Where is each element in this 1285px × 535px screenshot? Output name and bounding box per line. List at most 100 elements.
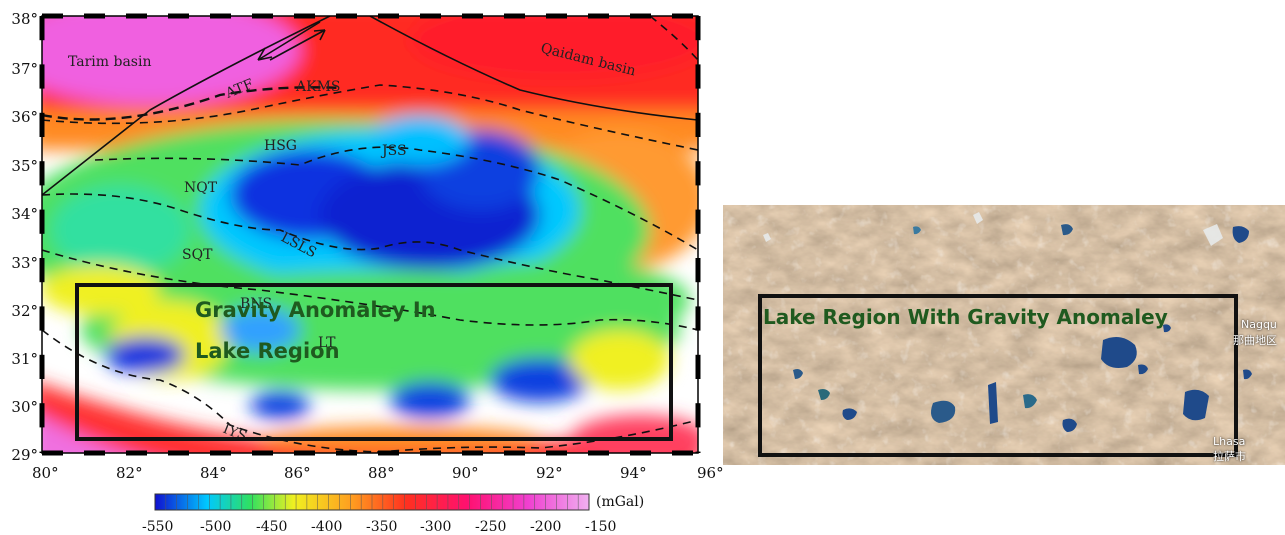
colorbar-tick: -350 <box>366 519 398 535</box>
frame-checker <box>39 403 45 428</box>
lat-label: 30° <box>11 398 38 416</box>
colorbar-tick: -400 <box>311 519 343 535</box>
map-frame <box>39 13 701 456</box>
frame-checker <box>39 451 45 453</box>
lat-label: 37° <box>11 60 38 78</box>
qaidam-boundary-line <box>369 16 698 121</box>
frame-checker <box>462 450 483 456</box>
lake <box>1183 389 1209 421</box>
frame-checker <box>210 450 231 456</box>
iys-suture-line <box>42 329 698 453</box>
lake-region-box <box>75 283 673 441</box>
frame-checker <box>252 450 273 456</box>
lake <box>793 369 803 379</box>
lon-label: 80° <box>32 464 59 482</box>
colorbar <box>154 493 590 511</box>
frame-checker <box>695 403 701 428</box>
lhasa-cn-label: 拉萨市 <box>1213 450 1246 463</box>
lake <box>842 408 857 420</box>
akms-suture-line <box>42 84 698 151</box>
lon-label: 82° <box>116 464 143 482</box>
lon-label: 94° <box>620 464 647 482</box>
frame-checker <box>695 209 701 234</box>
nqt-label: NQT <box>184 180 218 196</box>
hsg-label: HSG <box>264 138 297 154</box>
colorbar-tick: -250 <box>475 519 507 535</box>
frame-checker <box>695 451 701 453</box>
frame-checker <box>695 258 701 283</box>
gravity-anomaly-map-panel: 38° 37° 36° 35° 34° 33° 32° 31° 30° 29° … <box>11 10 723 535</box>
lakes <box>793 224 1252 432</box>
colorbar-tick: -300 <box>420 519 452 535</box>
frame-checker <box>39 112 45 137</box>
lake-region-box <box>758 294 1238 457</box>
frame-checker <box>168 13 189 19</box>
colorbar-tick: -450 <box>256 519 288 535</box>
frame-checker <box>252 13 273 19</box>
lat-label: 35° <box>11 157 38 175</box>
lake <box>1101 336 1137 368</box>
frame-checker <box>126 450 147 456</box>
frame-checker <box>504 13 525 19</box>
frame-checker <box>630 450 651 456</box>
atf-arrow-right <box>269 29 326 61</box>
sqt-label: SQT <box>182 247 213 263</box>
tectonic-boundaries <box>42 16 698 453</box>
tarim-basin-label: Tarim basin <box>68 54 151 70</box>
lon-label: 90° <box>452 464 479 482</box>
frame-checker <box>39 16 45 41</box>
akms-label: AKMS <box>295 79 341 95</box>
lt-label: LT <box>318 335 336 351</box>
lon-label: 96° <box>697 464 724 482</box>
lake <box>1163 324 1171 333</box>
colorbar-tick: -150 <box>585 519 617 535</box>
frame-checker <box>210 13 231 19</box>
frame-checker <box>695 354 701 379</box>
lon-label: 84° <box>200 464 227 482</box>
frame-checker <box>504 450 525 456</box>
jss-label: JSS <box>380 143 407 159</box>
frame-checker <box>39 258 45 283</box>
frame-checker <box>42 450 63 456</box>
lat-label: 31° <box>11 350 38 368</box>
satellite-image <box>723 205 1285 465</box>
snow-patch <box>1203 224 1223 246</box>
lat-label: 29° <box>11 446 38 464</box>
lake <box>1062 418 1077 432</box>
frame-checker <box>462 13 483 19</box>
frame-checker <box>39 306 45 331</box>
frame-checker <box>378 450 399 456</box>
frame-checker <box>336 450 357 456</box>
frame-checker <box>546 13 567 19</box>
colorbar-tick: -550 <box>142 519 174 535</box>
frame-checker <box>588 450 609 456</box>
lake <box>1138 364 1148 375</box>
ne-dashed-line <box>649 16 698 61</box>
frame-checker <box>546 450 567 456</box>
bns-suture-line <box>42 249 698 331</box>
lat-label: 32° <box>11 302 38 320</box>
frame-checker <box>695 16 701 41</box>
bns-label: BNS <box>240 296 272 312</box>
atf-solid-line <box>42 16 331 196</box>
frame-checker <box>695 161 701 186</box>
gravity-box-label-line1: Gravity Anomaley In <box>195 298 436 322</box>
frame-checker <box>126 13 147 19</box>
frame-checker <box>378 13 399 19</box>
gravity-box-label-line2: Lake Region <box>195 339 340 363</box>
lon-label: 86° <box>284 464 311 482</box>
lake <box>1023 394 1037 409</box>
frame-checker <box>84 13 105 19</box>
frame-checker <box>630 13 651 19</box>
snow-patches <box>763 212 1223 246</box>
snow-patch <box>763 233 771 242</box>
lhasa-city-label: Lhasa <box>1213 435 1246 448</box>
frame-checker <box>39 161 45 186</box>
lat-label: 38° <box>11 10 38 28</box>
atf-fault-line <box>42 86 341 121</box>
colorbar-unit: (mGal) <box>596 494 645 510</box>
frame-checker <box>420 13 441 19</box>
frame-checker <box>672 13 693 19</box>
frame-checker <box>168 450 189 456</box>
frame-checker <box>672 450 693 456</box>
